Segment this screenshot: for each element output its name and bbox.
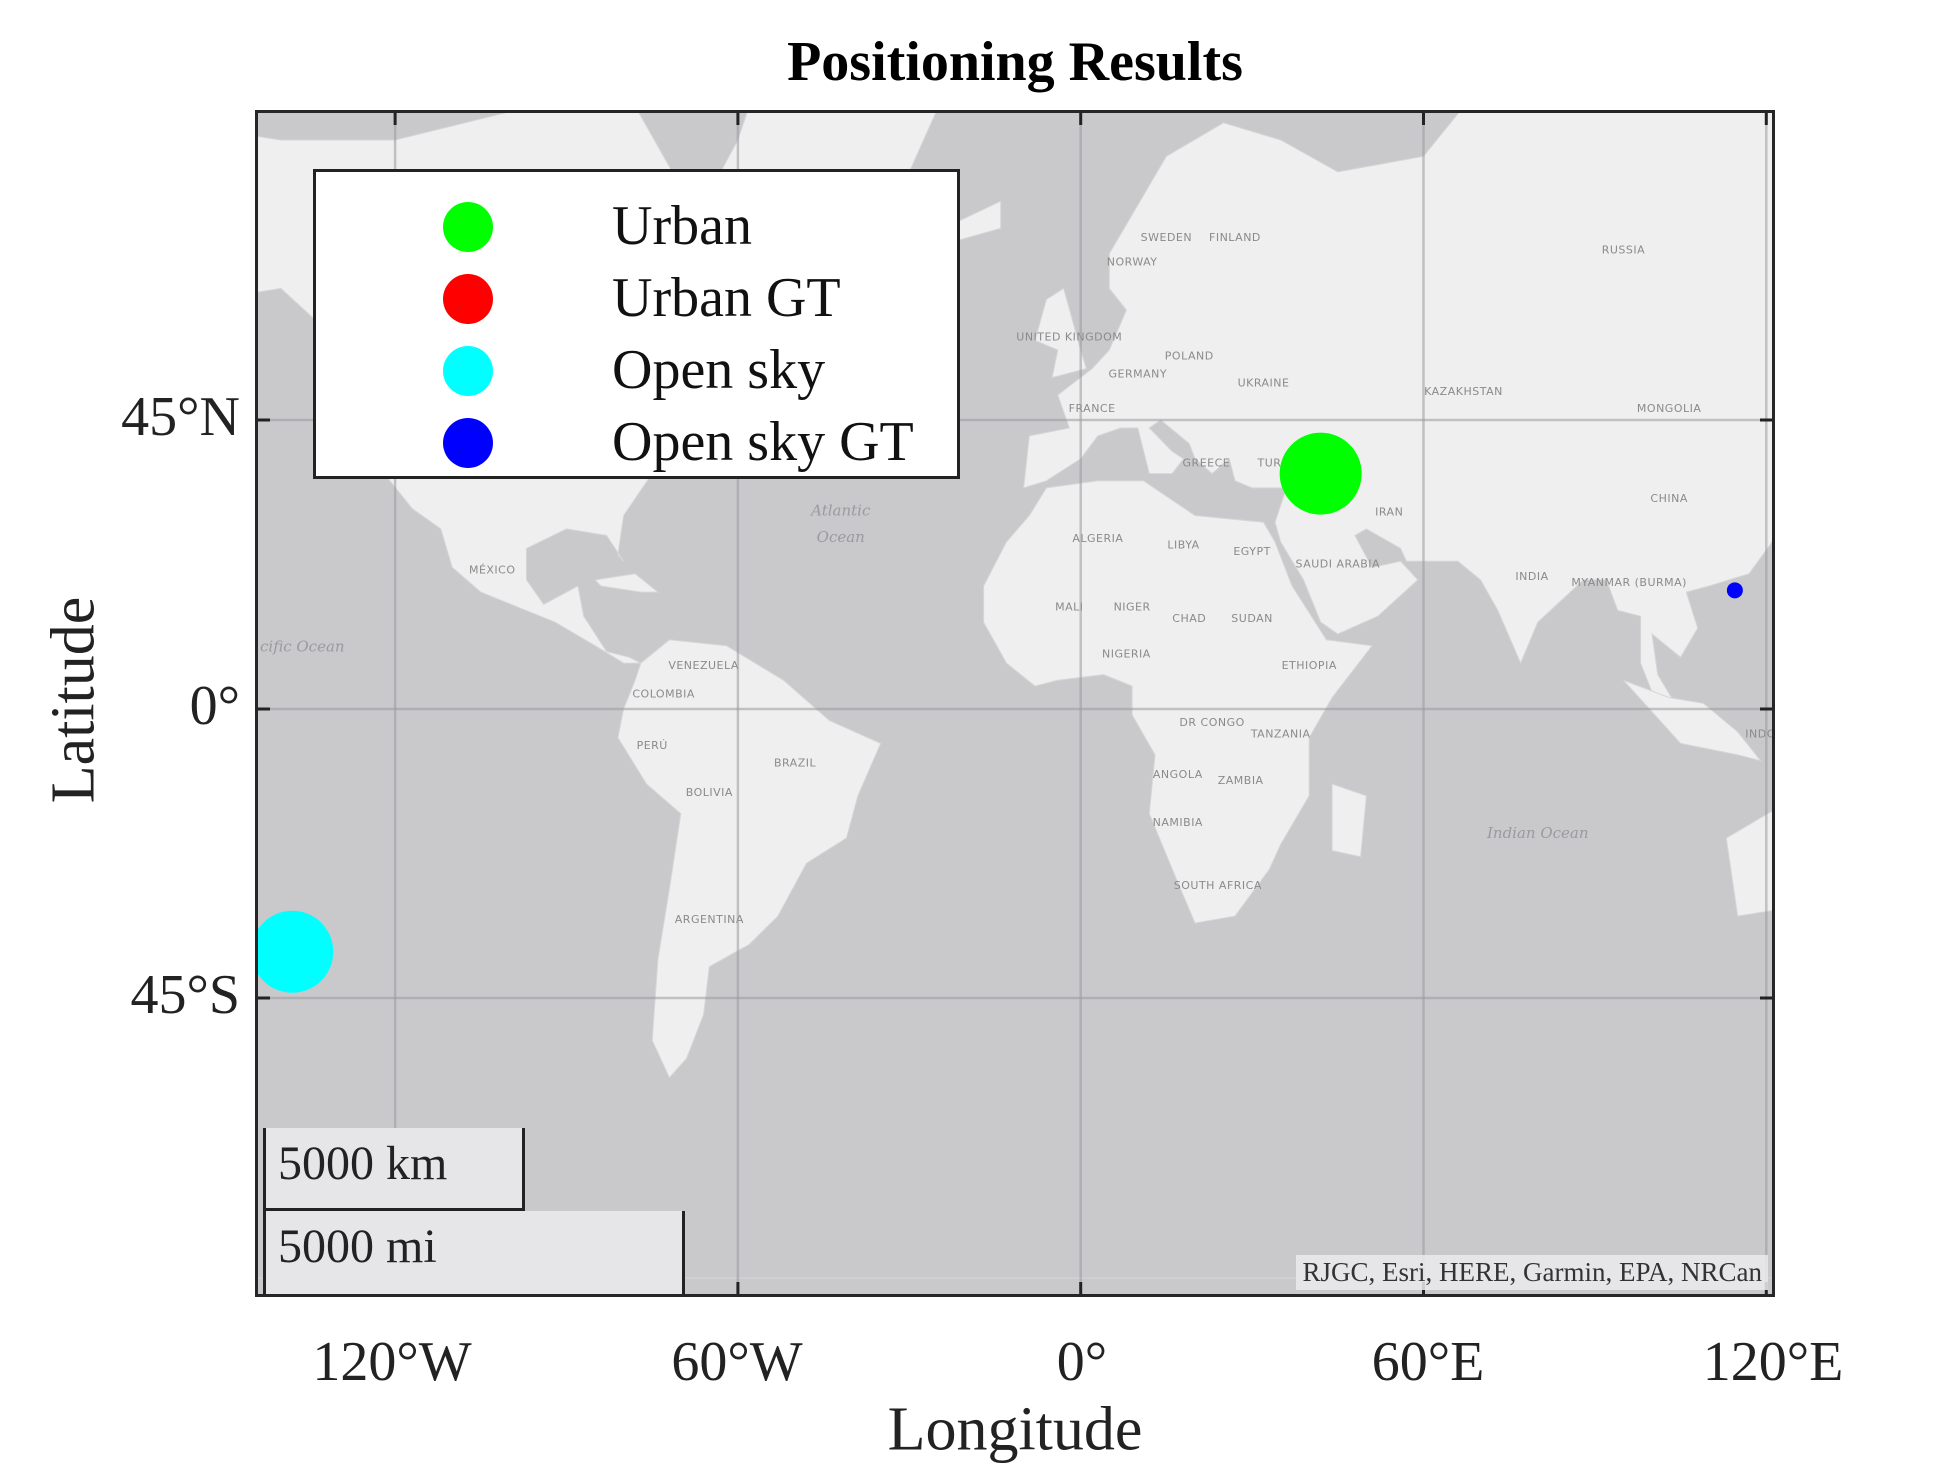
country-label: IRAN (1375, 506, 1403, 519)
country-label: GREECE (1183, 456, 1231, 469)
data-point-open-sky-gt (1726, 582, 1743, 599)
legend-item-open-sky-gt: Open sky GT (316, 408, 956, 473)
pacific-ocean-label: cific Ocean (260, 637, 345, 655)
country-label: TANZANIA (1250, 728, 1311, 741)
country-label: MYANMAR (BURMA) (1571, 576, 1687, 589)
country-label: GERMANY (1109, 368, 1168, 381)
country-label: EGYPT (1233, 545, 1271, 558)
map-axes[interactable]: SWEDEN FINLAND NORWAY RUSSIA UNITED KINGDOM P… (255, 110, 1775, 1297)
country-label: ANGOLA (1153, 768, 1203, 781)
legend: Urban Urban GT Open sky Open sky GT (313, 169, 960, 479)
country-label: COLOMBIA (632, 688, 695, 701)
country-label: BRAZIL (774, 757, 817, 770)
x-tick-label: 120°E (1702, 1331, 1844, 1393)
uk-landmass (1034, 287, 1088, 379)
legend-item-urban-gt: Urban GT (316, 264, 956, 329)
legend-marker-urban-gt (443, 274, 493, 324)
country-label: VENEZUELA (668, 659, 739, 672)
country-label: PERÚ (637, 739, 668, 752)
country-label: ARGENTINA (675, 913, 744, 926)
country-label: UKRAINE (1238, 376, 1290, 389)
madagascar-landmass (1331, 783, 1367, 858)
country-label: CHINA (1650, 492, 1687, 505)
country-label: KAZAKHSTAN (1424, 385, 1503, 398)
country-label: FRANCE (1069, 402, 1116, 415)
y-axis-label: Latitude (39, 596, 108, 804)
chart-title: Positioning Results (787, 31, 1243, 93)
country-label: DR CONGO (1179, 716, 1244, 729)
y-tick-label: 45°S (130, 964, 240, 1026)
country-label: FINLAND (1209, 231, 1261, 244)
country-label: MALI (1055, 600, 1083, 613)
country-label: NIGERIA (1102, 647, 1151, 660)
legend-label-urban-gt: Urban GT (612, 267, 841, 329)
data-point-open-sky (258, 910, 334, 993)
country-label: MONGOLIA (1637, 402, 1701, 415)
country-label: NIGER (1114, 600, 1151, 613)
eurasia-landmass (1023, 113, 1772, 705)
x-tick-label: 60°E (1371, 1331, 1485, 1393)
country-label: RUSSIA (1602, 244, 1645, 257)
legend-label-open-sky-gt: Open sky GT (612, 411, 914, 473)
atlantic-ocean-label: Atlantic (809, 502, 871, 520)
scale-bar-km-label: 5000 km (278, 1137, 448, 1190)
country-label: LIBYA (1167, 538, 1199, 551)
australia-landmass (1725, 810, 1772, 917)
country-label: CHAD (1172, 612, 1206, 625)
country-label: NAMIBIA (1153, 816, 1203, 829)
country-label: SAUDI ARABIA (1296, 557, 1381, 570)
country-label: NORWAY (1107, 256, 1158, 269)
indonesia-landmass (1623, 679, 1762, 762)
data-point-urban (1279, 432, 1362, 515)
scale-bar-mi-label: 5000 mi (278, 1220, 437, 1273)
y-tick-label: 45°N (121, 386, 240, 448)
x-axis-label: Longitude (887, 1395, 1143, 1464)
country-label: ETHIOPIA (1282, 659, 1337, 672)
map-attribution: RJGC, Esri, HERE, Garmin, EPA, NRCan (1296, 1255, 1768, 1290)
legend-marker-urban (443, 202, 493, 252)
country-label: POLAND (1165, 349, 1214, 362)
legend-label-urban: Urban (612, 195, 752, 257)
scale-bar-mi: 5000 mi (263, 1211, 685, 1294)
country-label: SWEDEN (1141, 231, 1192, 244)
country-label: ZAMBIA (1218, 774, 1264, 787)
south-america-landmass (617, 639, 882, 1079)
atlantic-ocean-label: Ocean (817, 528, 865, 546)
legend-marker-open-sky (443, 346, 493, 396)
x-tick-label: 120°W (312, 1331, 472, 1393)
indian-ocean-label: Indian Ocean (1486, 824, 1589, 842)
x-tick-label: 60°W (671, 1331, 803, 1393)
cuba-landmass (594, 573, 660, 593)
scale-bar-km: 5000 km (263, 1128, 525, 1211)
country-label: UNITED KINGDOM (1016, 330, 1122, 343)
country-label: MÉXICO (469, 564, 516, 577)
country-label: SOUTH AFRICA (1174, 879, 1262, 892)
legend-item-urban: Urban (316, 192, 956, 257)
legend-item-open-sky: Open sky (316, 336, 956, 401)
country-label: BOLIVIA (686, 786, 733, 799)
country-label: SUDAN (1231, 612, 1273, 625)
x-tick-label: 0° (1056, 1331, 1108, 1393)
legend-label-open-sky: Open sky (612, 339, 826, 401)
country-label: ALGERIA (1072, 532, 1123, 545)
country-label: INDIA (1515, 570, 1548, 583)
y-tick-label: 0° (189, 675, 240, 737)
legend-marker-open-sky-gt (443, 418, 493, 468)
country-label: INDO (1745, 728, 1772, 741)
